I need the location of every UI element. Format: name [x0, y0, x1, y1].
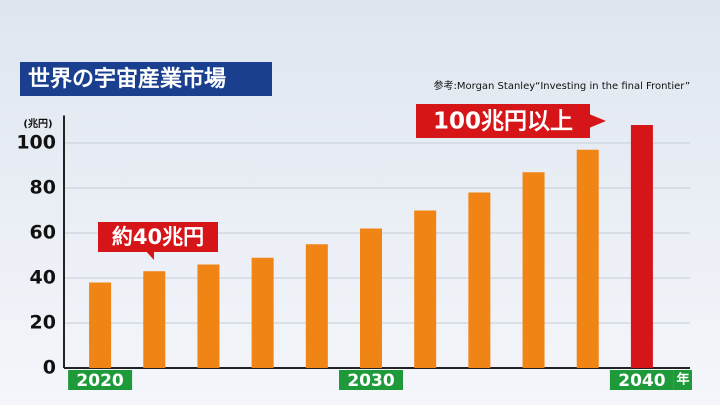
y-unit: (兆円) [23, 117, 52, 130]
y-tick-label: 20 [30, 312, 56, 334]
bar [143, 271, 166, 368]
bar [522, 172, 545, 368]
title-box [20, 62, 272, 96]
annotation: 約40兆円 [112, 225, 204, 249]
source: 参考:Morgan Stanley“Investing in the final… [434, 79, 690, 92]
x-unit: 年 [676, 372, 689, 388]
bar [630, 125, 653, 368]
x-tick-label: 2030 [347, 371, 394, 391]
y-tick-label: 60 [30, 222, 56, 244]
x-tick-label: 2040 [618, 371, 665, 391]
x-label-box [609, 370, 674, 390]
bar [360, 228, 382, 368]
bar [414, 210, 437, 368]
annotation: 100兆円以上 [433, 109, 573, 135]
chart-title: 世界の宇宙産業市場 [28, 66, 226, 92]
y-tick-label: 80 [30, 177, 56, 199]
bar [251, 257, 274, 368]
bar [576, 149, 599, 368]
y-tick-label: 40 [30, 267, 56, 289]
callout-box [416, 104, 590, 138]
bar [197, 264, 220, 368]
x-tick-label: 2020 [76, 371, 123, 391]
bar [468, 192, 491, 368]
x-label-box [339, 370, 403, 390]
y-tick-label: 0 [43, 357, 56, 379]
bar [305, 244, 328, 368]
x-unit-box [674, 370, 692, 390]
x-label-box [68, 370, 133, 390]
callout-box [98, 222, 218, 252]
bar [89, 282, 112, 368]
callout-pointer [589, 114, 606, 128]
y-tick-label: 100 [16, 132, 56, 154]
